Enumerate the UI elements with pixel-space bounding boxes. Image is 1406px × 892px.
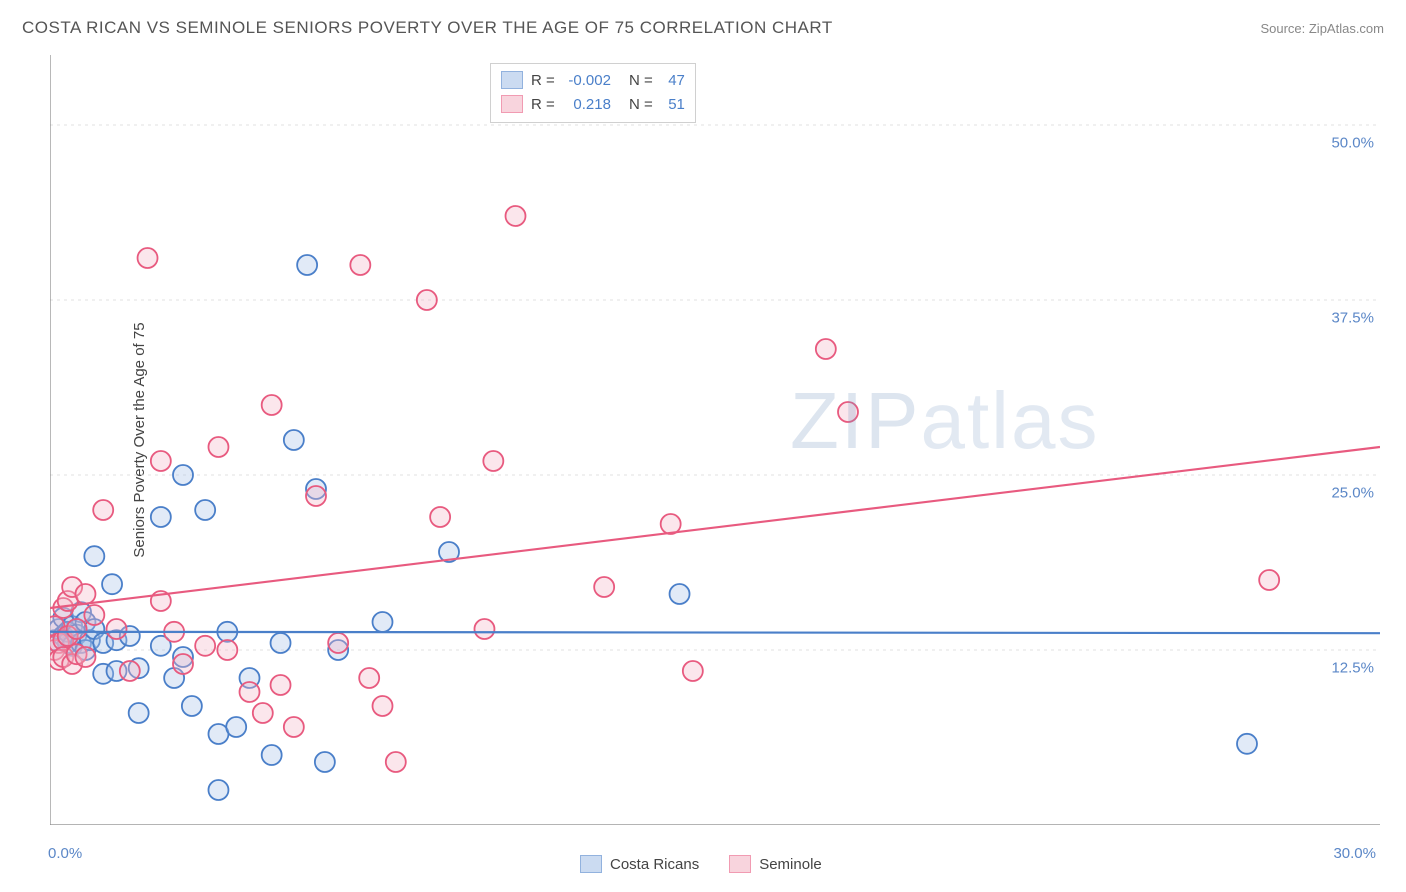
- legend-r: R = -0.002: [531, 72, 611, 89]
- series-legend: Costa Ricans Seminole: [580, 855, 822, 873]
- legend-n: N = 51: [629, 96, 685, 113]
- plot-svg: [50, 55, 1380, 825]
- series-legend-item: Seminole: [729, 855, 822, 873]
- legend-swatch: [580, 855, 602, 873]
- legend-swatch: [729, 855, 751, 873]
- legend-swatch: [501, 95, 523, 113]
- x-tick-label-max: 30.0%: [1333, 845, 1376, 862]
- y-tick-label: 12.5%: [1331, 660, 1374, 677]
- x-tick-label-min: 0.0%: [48, 845, 82, 862]
- series-legend-label: Costa Ricans: [610, 856, 699, 873]
- source-label: Source:: [1260, 21, 1308, 36]
- chart-header: COSTA RICAN VS SEMINOLE SENIORS POVERTY …: [22, 18, 1384, 38]
- legend-r: R = 0.218: [531, 96, 611, 113]
- correlation-legend-row: R = 0.218 N = 51: [501, 92, 685, 116]
- series-legend-label: Seminole: [759, 856, 822, 873]
- legend-swatch: [501, 71, 523, 89]
- correlation-legend: R = -0.002 N = 47 R = 0.218 N = 51: [490, 63, 696, 123]
- legend-n: N = 47: [629, 72, 685, 89]
- y-tick-label: 50.0%: [1331, 135, 1374, 152]
- correlation-legend-row: R = -0.002 N = 47: [501, 68, 685, 92]
- scatter-chart: Seniors Poverty Over the Age of 75 R = -…: [50, 55, 1380, 825]
- source-name: ZipAtlas.com: [1309, 21, 1384, 36]
- series-legend-item: Costa Ricans: [580, 855, 699, 873]
- source-attribution: Source: ZipAtlas.com: [1260, 21, 1384, 36]
- y-tick-label: 37.5%: [1331, 310, 1374, 327]
- y-tick-label: 25.0%: [1331, 485, 1374, 502]
- chart-title: COSTA RICAN VS SEMINOLE SENIORS POVERTY …: [22, 18, 833, 38]
